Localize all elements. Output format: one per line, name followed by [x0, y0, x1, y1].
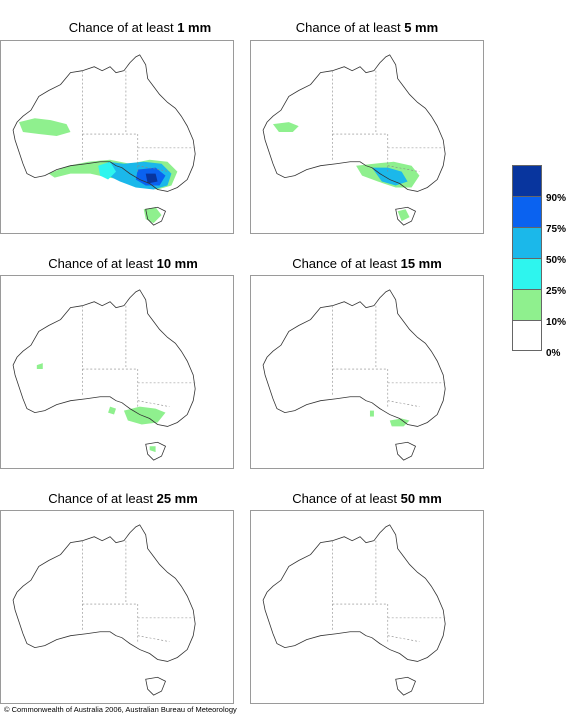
map-panel-15mm [250, 275, 484, 469]
legend-swatch-75 [512, 196, 542, 227]
legend-label-25: 25% [546, 286, 567, 297]
australia-map [12, 289, 196, 461]
legend-swatch-25 [512, 258, 542, 289]
tasmania-coastline [145, 441, 166, 461]
rainfall-probability-region [371, 167, 408, 186]
panel-title-5mm: Chance of at least 5 mm [295, 20, 439, 35]
legend-label-90: 90% [546, 193, 567, 204]
panel-title-50mm: Chance of at least 50 mm [292, 491, 442, 506]
state-border [387, 165, 420, 172]
australia-map [262, 54, 446, 226]
tasmania-coastline [395, 676, 416, 696]
australia-map [12, 54, 196, 226]
copyright-notice: © Commonwealth of Australia 2006, Austra… [4, 705, 237, 714]
rainfall-probability-region [123, 406, 166, 425]
legend-label-75: 75% [546, 224, 567, 235]
map-panel-1mm [0, 40, 234, 234]
rainfall-probability-region [397, 209, 410, 222]
state-border [387, 635, 420, 642]
coastline [262, 524, 446, 662]
coastline [12, 289, 196, 427]
legend-label-0: 0% [546, 348, 561, 359]
panel-title-15mm: Chance of at least 15 mm [292, 256, 442, 271]
panel-title-25mm: Chance of at least 25 mm [48, 491, 198, 506]
state-border [82, 368, 139, 409]
rainfall-probability-region [36, 363, 43, 370]
legend-label-10: 10% [546, 317, 567, 328]
legend-label-50: 50% [546, 255, 567, 266]
state-border [82, 603, 139, 644]
state-border [332, 133, 389, 174]
australia-map [262, 524, 446, 696]
state-border [332, 368, 389, 409]
legend-swatch-10 [512, 289, 542, 320]
australia-map [262, 289, 446, 461]
tasmania-coastline [145, 676, 166, 696]
state-border [137, 635, 170, 642]
rainfall-probability-region [19, 118, 71, 137]
rainfall-probability-region [369, 410, 374, 417]
legend-swatch-0 [512, 320, 542, 351]
map-panel-10mm [0, 275, 234, 469]
legend-swatch-90 [512, 165, 542, 196]
state-border [137, 400, 170, 407]
state-border [137, 165, 170, 172]
tasmania-coastline [145, 206, 166, 226]
rainfall-probability-region [98, 161, 117, 180]
rainfall-probability-region [143, 207, 162, 224]
rainfall-probability-region [272, 122, 299, 133]
coastline [262, 54, 446, 192]
rainfall-probability-region [149, 446, 156, 453]
map-panel-25mm [0, 510, 234, 704]
map-panel-50mm [250, 510, 484, 704]
coastline [262, 289, 446, 427]
tasmania-coastline [395, 441, 416, 461]
rainfall-probability-region [108, 406, 117, 415]
state-border [332, 603, 389, 644]
coastline [12, 524, 196, 662]
map-panel-5mm [250, 40, 484, 234]
state-border [387, 400, 420, 407]
legend-swatch-50 [512, 227, 542, 258]
coastline [12, 54, 196, 192]
color-legend [512, 165, 542, 351]
australia-map [12, 524, 196, 696]
state-border [82, 133, 139, 174]
panel-title-1mm: Chance of at least 1 mm [68, 20, 212, 35]
rainfall-probability-region [145, 173, 158, 184]
tasmania-coastline [395, 206, 416, 226]
panel-title-10mm: Chance of at least 10 mm [48, 256, 198, 271]
rainfall-probability-region [389, 418, 410, 427]
